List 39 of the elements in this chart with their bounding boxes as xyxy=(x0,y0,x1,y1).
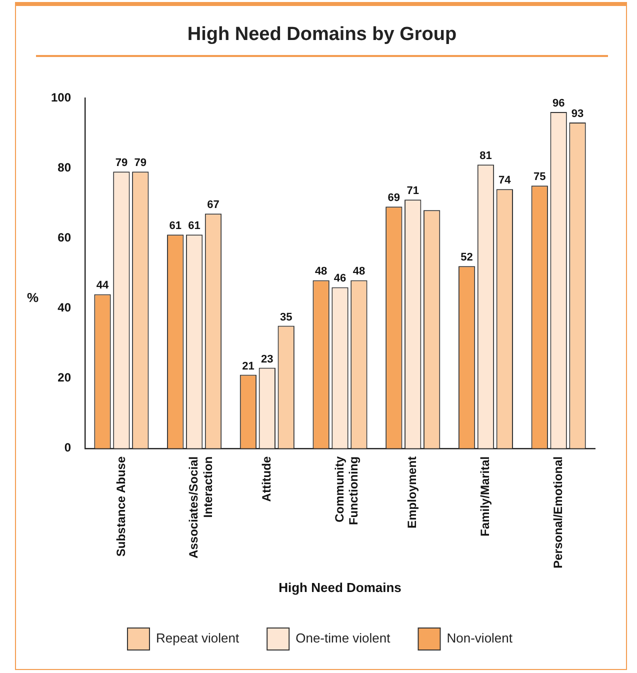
data-label: 48 xyxy=(314,266,328,278)
data-label: 52 xyxy=(460,252,473,264)
data-label: 96 xyxy=(552,98,565,110)
y-tick-label: 80 xyxy=(58,160,72,174)
y-axis-title: % xyxy=(27,290,39,305)
x-tick-label: Personal/Emotional xyxy=(550,456,565,568)
data-label: 79 xyxy=(134,157,147,170)
chart-title: High Need Domains by Group xyxy=(36,24,608,57)
data-label: 46 xyxy=(334,272,346,285)
data-label: 44 xyxy=(96,280,110,292)
x-tick-label: Employment xyxy=(405,456,420,528)
y-tick-label: 20 xyxy=(58,370,72,385)
y-tick-label: 40 xyxy=(58,300,72,315)
data-label: 21 xyxy=(242,360,254,372)
y-tick-label: 60 xyxy=(58,230,72,244)
x-tick-label: Attitude xyxy=(259,456,274,502)
legend-label: Repeat violent xyxy=(156,630,240,646)
data-label: 81 xyxy=(480,150,492,162)
data-label: 79 xyxy=(115,157,128,170)
data-label: 61 xyxy=(169,220,182,232)
legend-label: One-time violent xyxy=(296,630,391,646)
data-label: 67 xyxy=(207,199,220,212)
data-label: 35 xyxy=(280,311,292,324)
data-label: 48 xyxy=(352,266,366,278)
x-tick-label: Community Functioning xyxy=(332,456,361,526)
data-label: 74 xyxy=(498,174,512,187)
data-label: 61 xyxy=(188,220,200,232)
data-label: 75 xyxy=(534,171,546,184)
x-tick-label: Associates/Social Interaction xyxy=(186,456,216,558)
legend-label: Non-violent xyxy=(446,630,513,646)
data-label: 69 xyxy=(388,192,400,204)
data-label: 93 xyxy=(571,108,584,120)
y-tick-label: 100 xyxy=(50,90,72,104)
x-tick-label: Substance Abuse xyxy=(114,456,128,557)
data-label: 71 xyxy=(406,185,419,198)
data-label: 23 xyxy=(261,353,274,366)
y-tick-label: 0 xyxy=(64,440,72,455)
x-tick-label: Family/Marital xyxy=(478,456,492,536)
x-axis-title: High Need Domains xyxy=(278,580,402,595)
